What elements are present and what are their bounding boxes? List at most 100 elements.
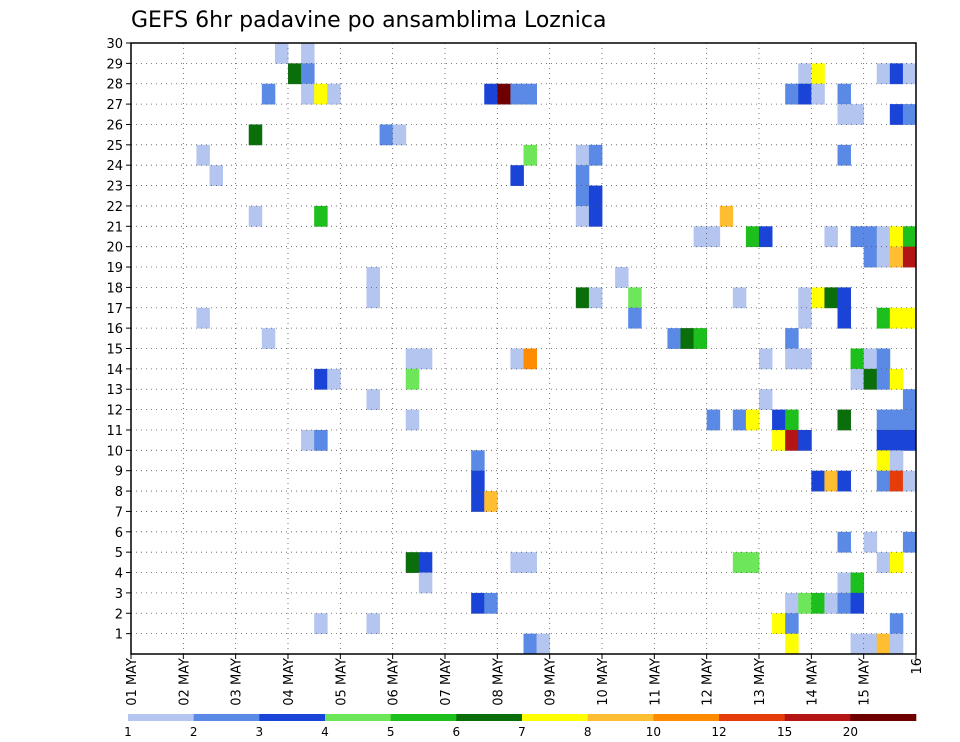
heatmap-cell (471, 450, 485, 472)
heatmap-cell (863, 226, 878, 248)
heatmap-cell (811, 470, 825, 492)
chart-title: GEFS 6hr padavine po ansamblima Loznica (131, 8, 606, 33)
heatmap-cell (902, 429, 917, 451)
heatmap-cell (785, 429, 799, 451)
heatmap-cell (523, 552, 537, 573)
colorbar-swatch (784, 714, 851, 721)
heatmap-cell (824, 592, 838, 614)
heatmap-cell (759, 348, 773, 370)
heatmap-cell (745, 226, 760, 248)
heatmap-cell (863, 348, 878, 370)
heatmap-cell (301, 43, 315, 64)
heatmap-cell (837, 572, 851, 594)
heatmap-cell (876, 470, 891, 492)
heatmap-cell (719, 205, 734, 227)
heatmap-cell (196, 307, 210, 329)
y-tick-label: 5 (115, 546, 123, 561)
heatmap-cell (484, 592, 498, 614)
heatmap-cell (575, 165, 590, 186)
heatmap-cell (366, 389, 380, 410)
heatmap-cell (850, 592, 865, 614)
heatmap-cell (850, 572, 865, 594)
heatmap-cell (575, 205, 590, 227)
heatmap-cell (798, 63, 812, 85)
y-tick-label: 9 (115, 465, 123, 480)
heatmap-cell (837, 104, 851, 125)
heatmap-cell (680, 328, 694, 349)
heatmap-cell (785, 348, 799, 370)
heatmap-cell (288, 63, 302, 85)
colorbar-label: 7 (518, 725, 526, 739)
heatmap-cell (745, 409, 760, 431)
heatmap-cell (510, 83, 524, 105)
colorbar-swatch (325, 714, 391, 721)
heatmap-cell (902, 63, 917, 85)
heatmap-cell (876, 368, 891, 390)
heatmap-cell (876, 450, 891, 472)
heatmap-cell (405, 348, 420, 370)
colorbar-swatch (456, 714, 523, 721)
colorbar-swatch (128, 714, 194, 721)
heatmap-cell (418, 552, 433, 573)
heatmap-cell (510, 165, 524, 186)
heatmap-cell (889, 63, 904, 85)
heatmap-cell (837, 144, 851, 166)
heatmap-cell (876, 63, 891, 85)
heatmap-cell (366, 613, 380, 635)
heatmap-cell (785, 83, 799, 105)
heatmap-cell (693, 328, 708, 349)
heatmap-cell (772, 409, 786, 431)
y-tick-label: 20 (106, 241, 123, 256)
x-tick-label: 05 MAY (334, 658, 349, 706)
heatmap-cell (798, 348, 812, 370)
heatmap-cell (379, 124, 394, 146)
heatmap-cell (248, 205, 263, 227)
heatmap-cell (889, 409, 904, 431)
heatmap-cell (759, 226, 773, 248)
heatmap-cell (209, 165, 223, 186)
x-tick-label: 12 MAY (701, 658, 716, 706)
heatmap-cell (785, 409, 799, 431)
y-tick-label: 30 (106, 37, 123, 52)
y-tick-label: 4 (115, 567, 123, 582)
heatmap-cell (523, 633, 537, 655)
heatmap-cell (314, 205, 328, 227)
heatmap-cell (902, 531, 917, 553)
heatmap-cell (876, 633, 891, 655)
heatmap-cell (314, 613, 328, 635)
heatmap-cell (588, 287, 603, 309)
heatmap-cells (196, 43, 917, 655)
heatmap-cell (248, 124, 263, 146)
heatmap-cell (693, 226, 708, 248)
colorbar-label: 20 (843, 725, 858, 739)
heatmap-cell (772, 429, 786, 451)
heatmap-cell (889, 429, 904, 451)
heatmap-cell (889, 613, 904, 635)
heatmap-cell (876, 348, 891, 370)
y-tick-label: 17 (106, 302, 123, 317)
heatmap-cell (301, 83, 315, 105)
heatmap-cell (876, 409, 891, 431)
heatmap-cell (837, 307, 851, 329)
y-tick-label: 2 (115, 607, 123, 622)
heatmap-cell (889, 450, 904, 472)
heatmap-cell (876, 246, 891, 268)
heatmap-cell (772, 613, 786, 635)
x-axis: 01 MAY 02 MAY 03 MAY 04 MAY 05 MAY 06 MAY 07 M… (125, 654, 925, 706)
colorbar-swatch (522, 714, 588, 721)
y-axis: 1234567891011121314151617181920212223242… (106, 37, 131, 643)
colorbar-swatch (259, 714, 326, 721)
x-tick-label: 02 MAY (177, 658, 192, 706)
heatmap-cell (628, 287, 642, 309)
heatmap-cell (366, 287, 380, 309)
x-tick-label: 01 MAY (125, 658, 140, 706)
heatmap-cell (811, 592, 825, 614)
heatmap-cell (889, 633, 904, 655)
heatmap-cell (785, 613, 799, 635)
heatmap-cell (274, 43, 289, 64)
heatmap-cell (785, 328, 799, 349)
heatmap-cell (536, 633, 551, 655)
y-tick-label: 15 (106, 343, 123, 358)
colorbar-swatch (653, 714, 720, 721)
